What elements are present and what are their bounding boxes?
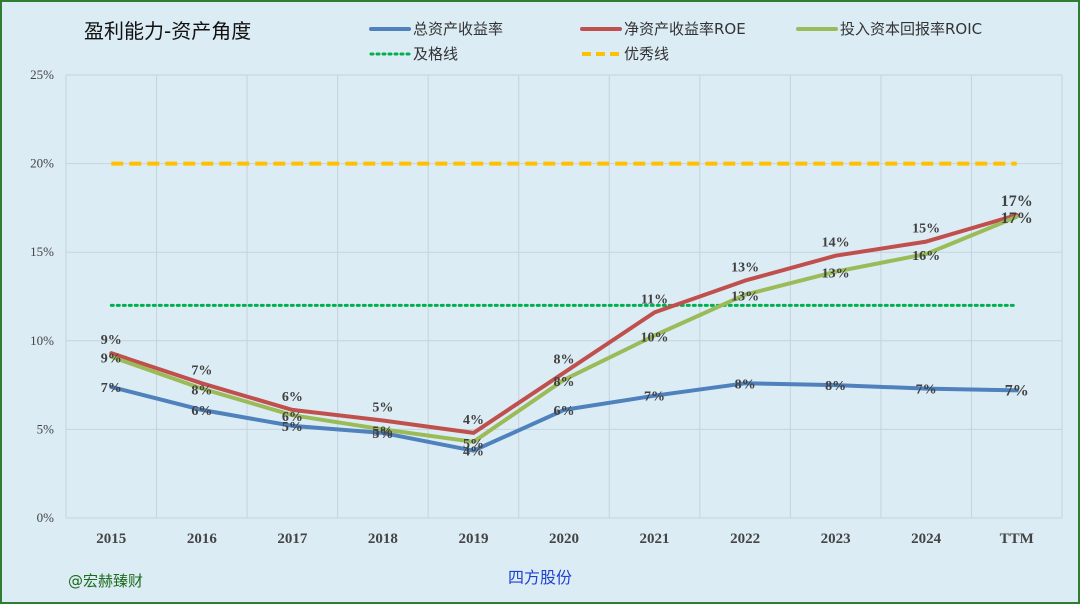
y-tick-label: 0%: [37, 510, 55, 525]
series-line-2: [109, 214, 1019, 444]
data-label-roa: 8%: [825, 379, 846, 394]
data-label-roa: 8%: [735, 377, 756, 392]
data-label-roe: 8%: [554, 353, 575, 368]
data-label-roic: 5%: [372, 424, 393, 439]
data-labels: 7%9%9%6%7%8%5%6%6%5%5%5%4%4%5%6%8%8%7%11…: [101, 193, 1033, 460]
data-label-roic: 9%: [101, 352, 122, 367]
legend-label-3: 及格线: [413, 45, 458, 63]
data-label-roic: 10%: [641, 330, 669, 345]
legend: 总资产收益率 净资产收益率ROE 投入资本回报率ROIC 及格线 优秀线: [369, 20, 982, 63]
x-tick-label: 2022: [730, 531, 760, 547]
data-label-roic: 8%: [554, 375, 575, 390]
legend-label-2: 投入资本回报率ROIC: [840, 20, 982, 38]
y-tick-label: 20%: [30, 156, 54, 171]
y-axis: 0% 5% 10% 15% 20% 25%: [30, 67, 54, 525]
x-tick-label: 2018: [368, 531, 398, 547]
data-label-roa: 5%: [372, 427, 393, 442]
data-label-roa: 5%: [282, 420, 303, 435]
data-label-roe: 9%: [101, 333, 122, 348]
x-axis: 2015 2016 2017 2018 2019 2020 2021 2022 2023 2024…: [96, 531, 1034, 547]
data-label-roa: 6%: [191, 404, 212, 419]
series-line-0: [109, 381, 1019, 453]
x-tick-label: 2023: [821, 531, 851, 547]
data-label-roa: 6%: [554, 404, 575, 419]
series-line-1: [109, 213, 1019, 435]
data-label-roa: 7%: [644, 390, 665, 405]
reference-lines: [109, 161, 1019, 307]
legend-label-1: 净资产收益率ROE: [624, 20, 746, 38]
data-label-roic: 16%: [912, 249, 940, 264]
gridlines: [65, 74, 1063, 519]
x-tick-label: 2024: [911, 531, 942, 547]
x-tick-label: 2021: [640, 531, 670, 547]
data-label-roe: 14%: [822, 236, 850, 251]
data-label-roe: 13%: [731, 261, 759, 276]
data-label-roe: 11%: [641, 292, 668, 307]
plot-area: [66, 75, 1062, 518]
data-label-roic: 17%: [1001, 210, 1033, 227]
x-tick-label: 2019: [458, 531, 488, 547]
data-label-roe: 5%: [372, 401, 393, 416]
plot-background: [66, 75, 1062, 518]
data-label-roic: 5%: [463, 437, 484, 452]
company-name: 四方股份: [508, 568, 572, 587]
x-tick-label: 2020: [549, 531, 579, 547]
data-label-roic: 13%: [731, 290, 759, 305]
data-label-roa: 4%: [463, 445, 484, 460]
chart-title: 盈利能力-资产角度: [84, 19, 251, 43]
series-lines: [109, 213, 1019, 453]
legend-label-0: 总资产收益率: [413, 20, 503, 38]
data-label-roa: 7%: [1005, 382, 1029, 399]
data-label-roe: 7%: [191, 363, 212, 378]
data-label-roic: 8%: [191, 384, 212, 399]
y-tick-label: 25%: [30, 67, 54, 82]
y-tick-label: 5%: [37, 421, 55, 436]
data-label-roa: 7%: [101, 381, 122, 396]
x-tick-label: 2015: [96, 531, 126, 547]
data-label-roe: 15%: [912, 222, 940, 237]
x-tick-label: 2017: [277, 531, 308, 547]
data-label-roe: 6%: [282, 390, 303, 405]
data-label-roe: 4%: [463, 413, 484, 428]
x-tick-label: TTM: [1000, 531, 1034, 547]
data-label-roic: 13%: [822, 267, 850, 282]
x-tick-label: 2016: [187, 531, 218, 547]
data-label-roic: 6%: [282, 410, 303, 425]
legend-label-4: 优秀线: [624, 45, 669, 63]
data-label-roe: 17%: [1001, 193, 1033, 210]
data-label-roa: 7%: [916, 383, 937, 398]
watermark-text: @宏赫臻财: [68, 572, 143, 590]
y-tick-label: 15%: [30, 244, 54, 259]
y-tick-label: 10%: [30, 333, 54, 348]
